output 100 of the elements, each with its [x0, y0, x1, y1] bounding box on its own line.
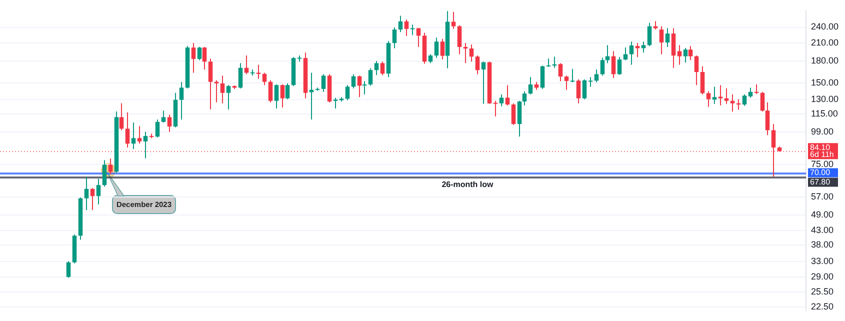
candlestick	[511, 102, 516, 126]
ref-line-label: 70.00	[810, 168, 831, 177]
candlestick	[434, 37, 439, 58]
candlestick	[671, 28, 676, 68]
candlestick	[528, 76, 533, 95]
candlestick	[398, 15, 403, 33]
candlestick	[131, 122, 136, 150]
candlestick	[191, 42, 196, 74]
candlestick	[457, 24, 462, 55]
candlestick	[594, 68, 599, 83]
candlestick	[611, 50, 616, 79]
candlestick	[540, 65, 545, 90]
candlestick	[374, 60, 379, 76]
candlestick	[84, 176, 89, 210]
candlestick	[522, 90, 527, 106]
y-tick-label: 49.00	[811, 209, 834, 220]
candlestick	[161, 110, 166, 123]
candlestick	[724, 88, 729, 104]
candlestick	[665, 28, 670, 48]
y-tick-label: 22.50	[811, 301, 834, 312]
candlestick	[570, 68, 575, 83]
y-tick-label: 115.00	[811, 108, 838, 119]
candlestick	[333, 97, 338, 109]
y-tick-label: 150.00	[811, 77, 839, 88]
candlestick	[475, 55, 480, 75]
candlestick	[285, 82, 290, 100]
candlestick	[683, 47, 688, 64]
candlestick	[582, 78, 587, 100]
candlestick	[256, 64, 261, 80]
candlestick	[368, 68, 373, 86]
candlestick	[392, 27, 397, 49]
candlestick	[351, 74, 356, 89]
candlestick	[469, 44, 474, 62]
y-tick-label: 240.00	[811, 22, 839, 32]
candlestick	[694, 55, 699, 86]
candlestick	[499, 94, 504, 107]
candlestick	[493, 100, 498, 117]
candlestick	[280, 84, 285, 108]
candlestick	[517, 100, 522, 138]
y-tick-label: 210.00	[811, 38, 839, 48]
candlestick	[262, 72, 267, 86]
candlestick	[108, 158, 113, 174]
y-tick-label: 180.00	[811, 56, 839, 66]
candlestick	[197, 46, 202, 61]
candlestick	[659, 26, 664, 55]
candlestick	[220, 75, 225, 104]
y-tick-label: 75.00	[811, 159, 834, 170]
candlestick	[647, 22, 652, 47]
candlestick	[576, 78, 581, 104]
candlestick	[481, 61, 486, 104]
y-tick-label: 25.50	[811, 286, 834, 297]
candlestick	[760, 91, 765, 112]
candlestick	[765, 102, 770, 136]
y-tick-label: 57.00	[811, 192, 834, 202]
candlestick	[125, 112, 130, 148]
candlestick	[66, 260, 71, 278]
candlestick	[617, 56, 622, 76]
candlestick	[274, 84, 279, 109]
candlestick	[742, 94, 747, 106]
candlestick	[748, 87, 753, 98]
candlestick	[238, 62, 243, 89]
candlestick	[771, 124, 776, 178]
candlestick	[700, 66, 705, 95]
candlestick	[321, 74, 326, 92]
candlestick	[404, 18, 409, 37]
candlestick	[416, 27, 421, 48]
candlestick	[505, 84, 510, 106]
y-tick-label: 43.00	[811, 224, 834, 235]
candlestick	[202, 46, 207, 70]
candlestick	[754, 84, 759, 94]
candlestick	[558, 62, 563, 82]
candlestick	[712, 86, 717, 104]
candlestick	[600, 57, 605, 76]
candlestick	[677, 44, 682, 66]
y-tick-label: 29.00	[811, 271, 834, 282]
candlestick	[629, 41, 634, 66]
y-tick-label: 130.00	[811, 94, 839, 104]
candlestick	[268, 80, 273, 103]
candlestick	[463, 42, 468, 64]
candlestick	[718, 84, 723, 106]
candlestick	[102, 160, 107, 188]
candlestick	[451, 11, 456, 30]
candlestick	[623, 47, 628, 61]
annotation: 26-month low	[442, 180, 494, 189]
ref-line-label: 67.80	[810, 178, 831, 186]
candlestick	[380, 61, 385, 76]
candlestick	[167, 114, 172, 132]
y-tick-label: 99.00	[811, 126, 834, 136]
y-tick-label: 38.00	[811, 239, 834, 250]
candlestick	[440, 38, 445, 60]
candlestick	[588, 76, 593, 88]
candlestick	[208, 58, 213, 110]
candlestick	[119, 102, 124, 131]
y-tick-label: 33.00	[811, 256, 834, 266]
candlestick	[137, 126, 142, 144]
candlestick	[143, 131, 148, 159]
candlestick	[706, 90, 711, 108]
candlestick	[155, 119, 160, 138]
candlestick	[410, 24, 415, 36]
candlestick	[96, 178, 101, 205]
